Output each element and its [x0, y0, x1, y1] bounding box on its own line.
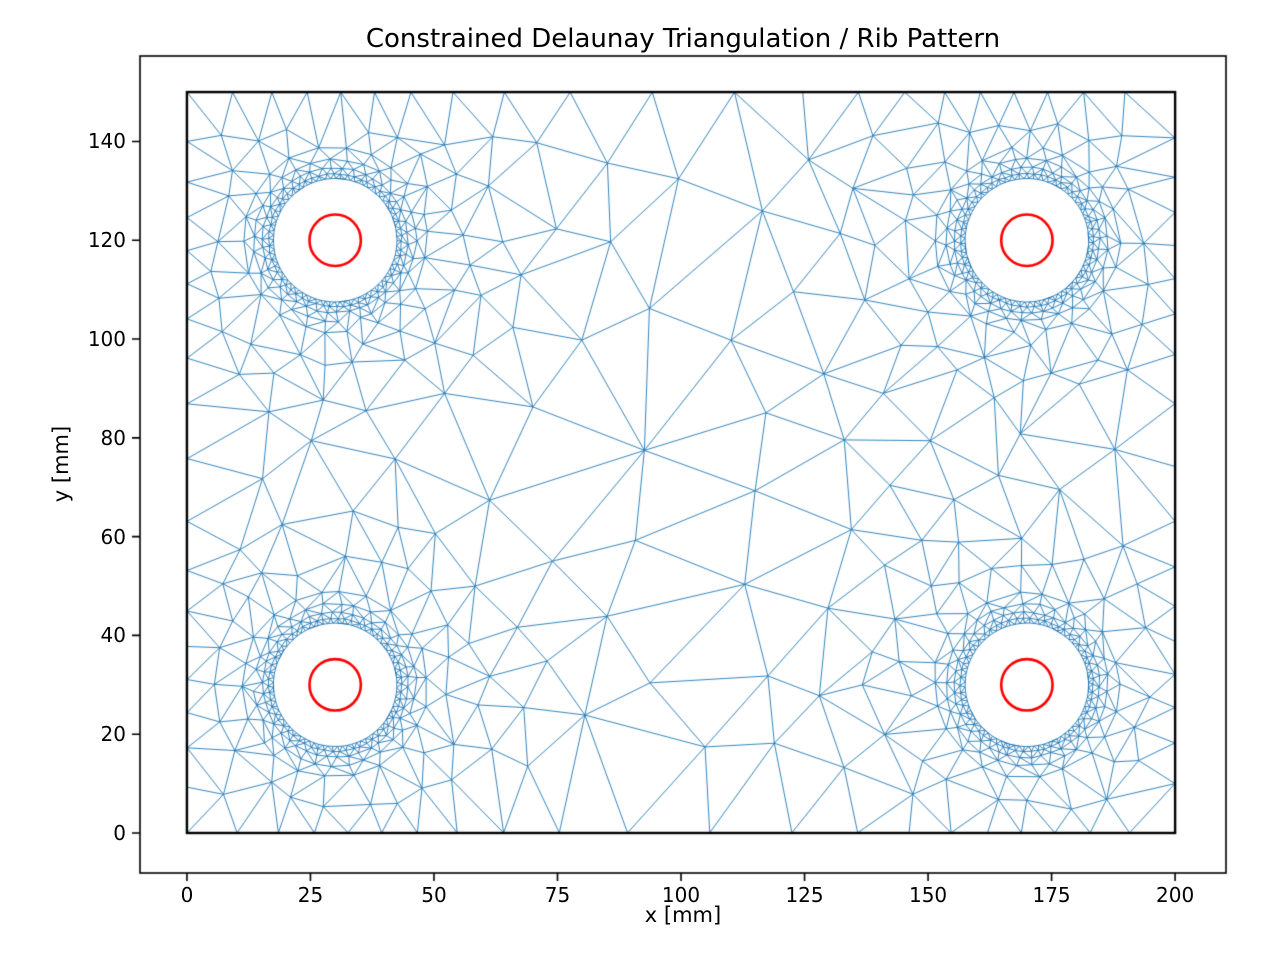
- x-tick-label: 200: [1156, 883, 1195, 907]
- x-tick-label: 100: [661, 883, 701, 907]
- x-tick-label: 150: [908, 883, 948, 907]
- x-tick-label: 175: [1032, 883, 1071, 907]
- y-axis-label: y [mm]: [49, 425, 73, 503]
- y-tick-label: 80: [100, 425, 126, 450]
- x-tick-label: 0: [180, 883, 194, 907]
- y-tick-label: 140: [87, 129, 126, 154]
- x-tick-label: 75: [544, 883, 571, 907]
- y-tick-label: 100: [87, 327, 126, 352]
- y-tick-label: 20: [100, 722, 126, 747]
- y-tick-label: 0: [113, 820, 126, 845]
- y-tick-label: 60: [100, 524, 126, 549]
- chart-title: Constrained Delaunay Triangulation / Rib…: [365, 24, 1001, 54]
- x-tick-label: 125: [785, 883, 824, 907]
- y-tick-label: 40: [100, 623, 126, 648]
- y-tick-label: 120: [87, 228, 126, 253]
- x-tick-label: 25: [297, 883, 324, 907]
- x-axis-label: x [mm]: [644, 903, 722, 927]
- x-tick-label: 50: [421, 883, 447, 907]
